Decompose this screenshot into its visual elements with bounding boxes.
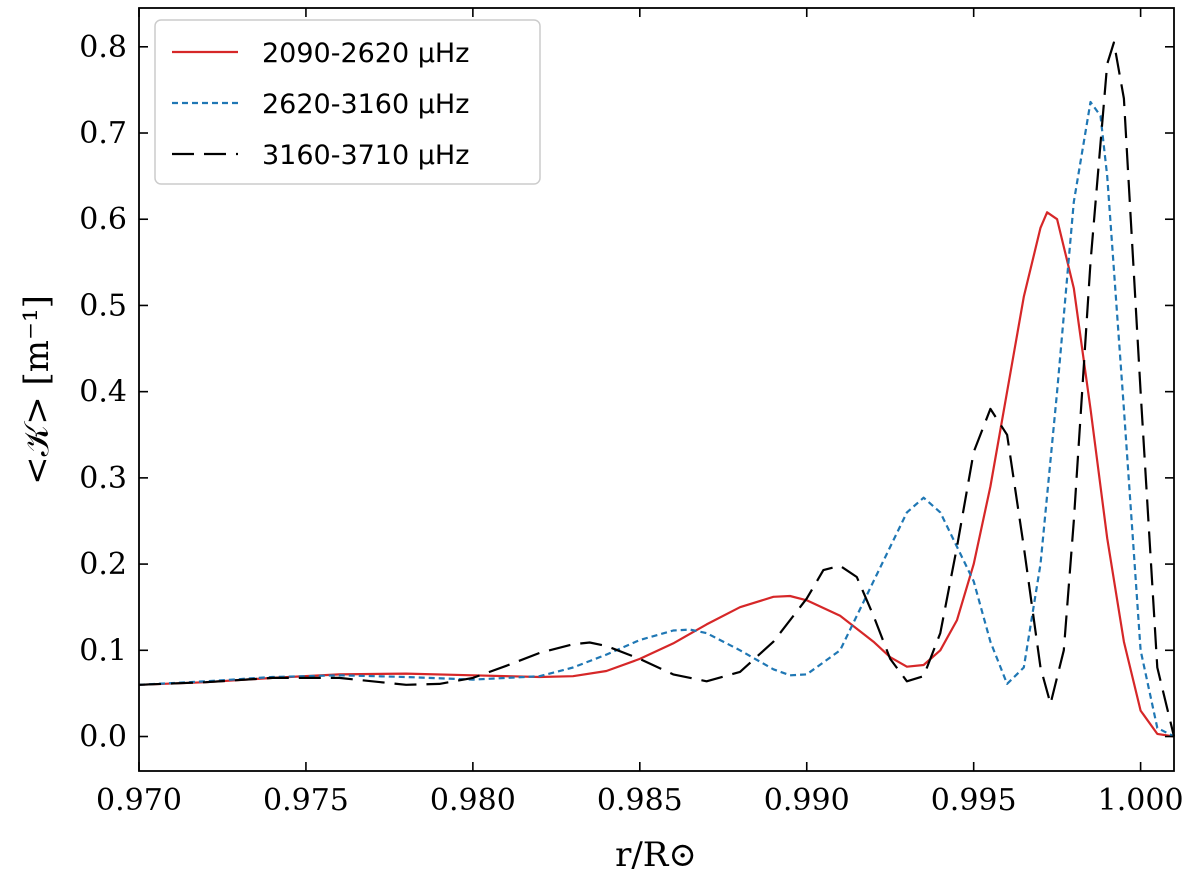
y-tick-label: 0.7 — [79, 116, 127, 151]
x-axis-title: r/R⊙ — [615, 835, 697, 875]
x-axis: 0.970 0.975 0.980 0.985 0.990 0.995 1.000 — [96, 8, 1184, 818]
y-tick-label: 0.0 — [79, 720, 127, 755]
y-axis: 0.0 0.1 0.2 0.3 0.4 0.5 0.6 0.7 0.8 — [79, 30, 1174, 755]
x-tick-label: 1.000 — [1098, 783, 1184, 818]
y-axis-title: <𝒦> [m⁻¹] — [17, 295, 57, 485]
series-line-0 — [138, 211, 1175, 738]
plot-frame — [138, 7, 1175, 772]
legend-label-2: 3160-3710 μHz — [262, 140, 469, 171]
series-layer — [138, 41, 1176, 738]
legend: 2090-2620 μHz 2620-3160 μHz 3160-3710 μH… — [154, 19, 541, 185]
y-tick-label: 0.1 — [79, 633, 127, 668]
y-tick-label: 0.8 — [79, 30, 127, 65]
y-tick-label: 0.5 — [79, 288, 127, 323]
y-tick-label: 0.3 — [79, 461, 127, 496]
x-tick-label: 0.995 — [931, 783, 1017, 818]
x-tick-label: 0.980 — [430, 783, 516, 818]
series-line-2 — [138, 41, 1176, 737]
legend-label-1: 2620-3160 μHz — [262, 89, 469, 120]
legend-box — [154, 19, 541, 185]
y-tick-label: 0.2 — [79, 547, 127, 582]
y-tick-label: 0.4 — [79, 375, 127, 410]
y-tick-label: 0.6 — [79, 202, 127, 237]
x-tick-label: 0.970 — [96, 783, 182, 818]
x-tick-label: 0.985 — [597, 783, 683, 818]
x-tick-label: 0.990 — [764, 783, 850, 818]
series-line-1 — [138, 100, 1175, 738]
legend-label-0: 2090-2620 μHz — [262, 38, 469, 69]
x-tick-label: 0.975 — [263, 783, 349, 818]
